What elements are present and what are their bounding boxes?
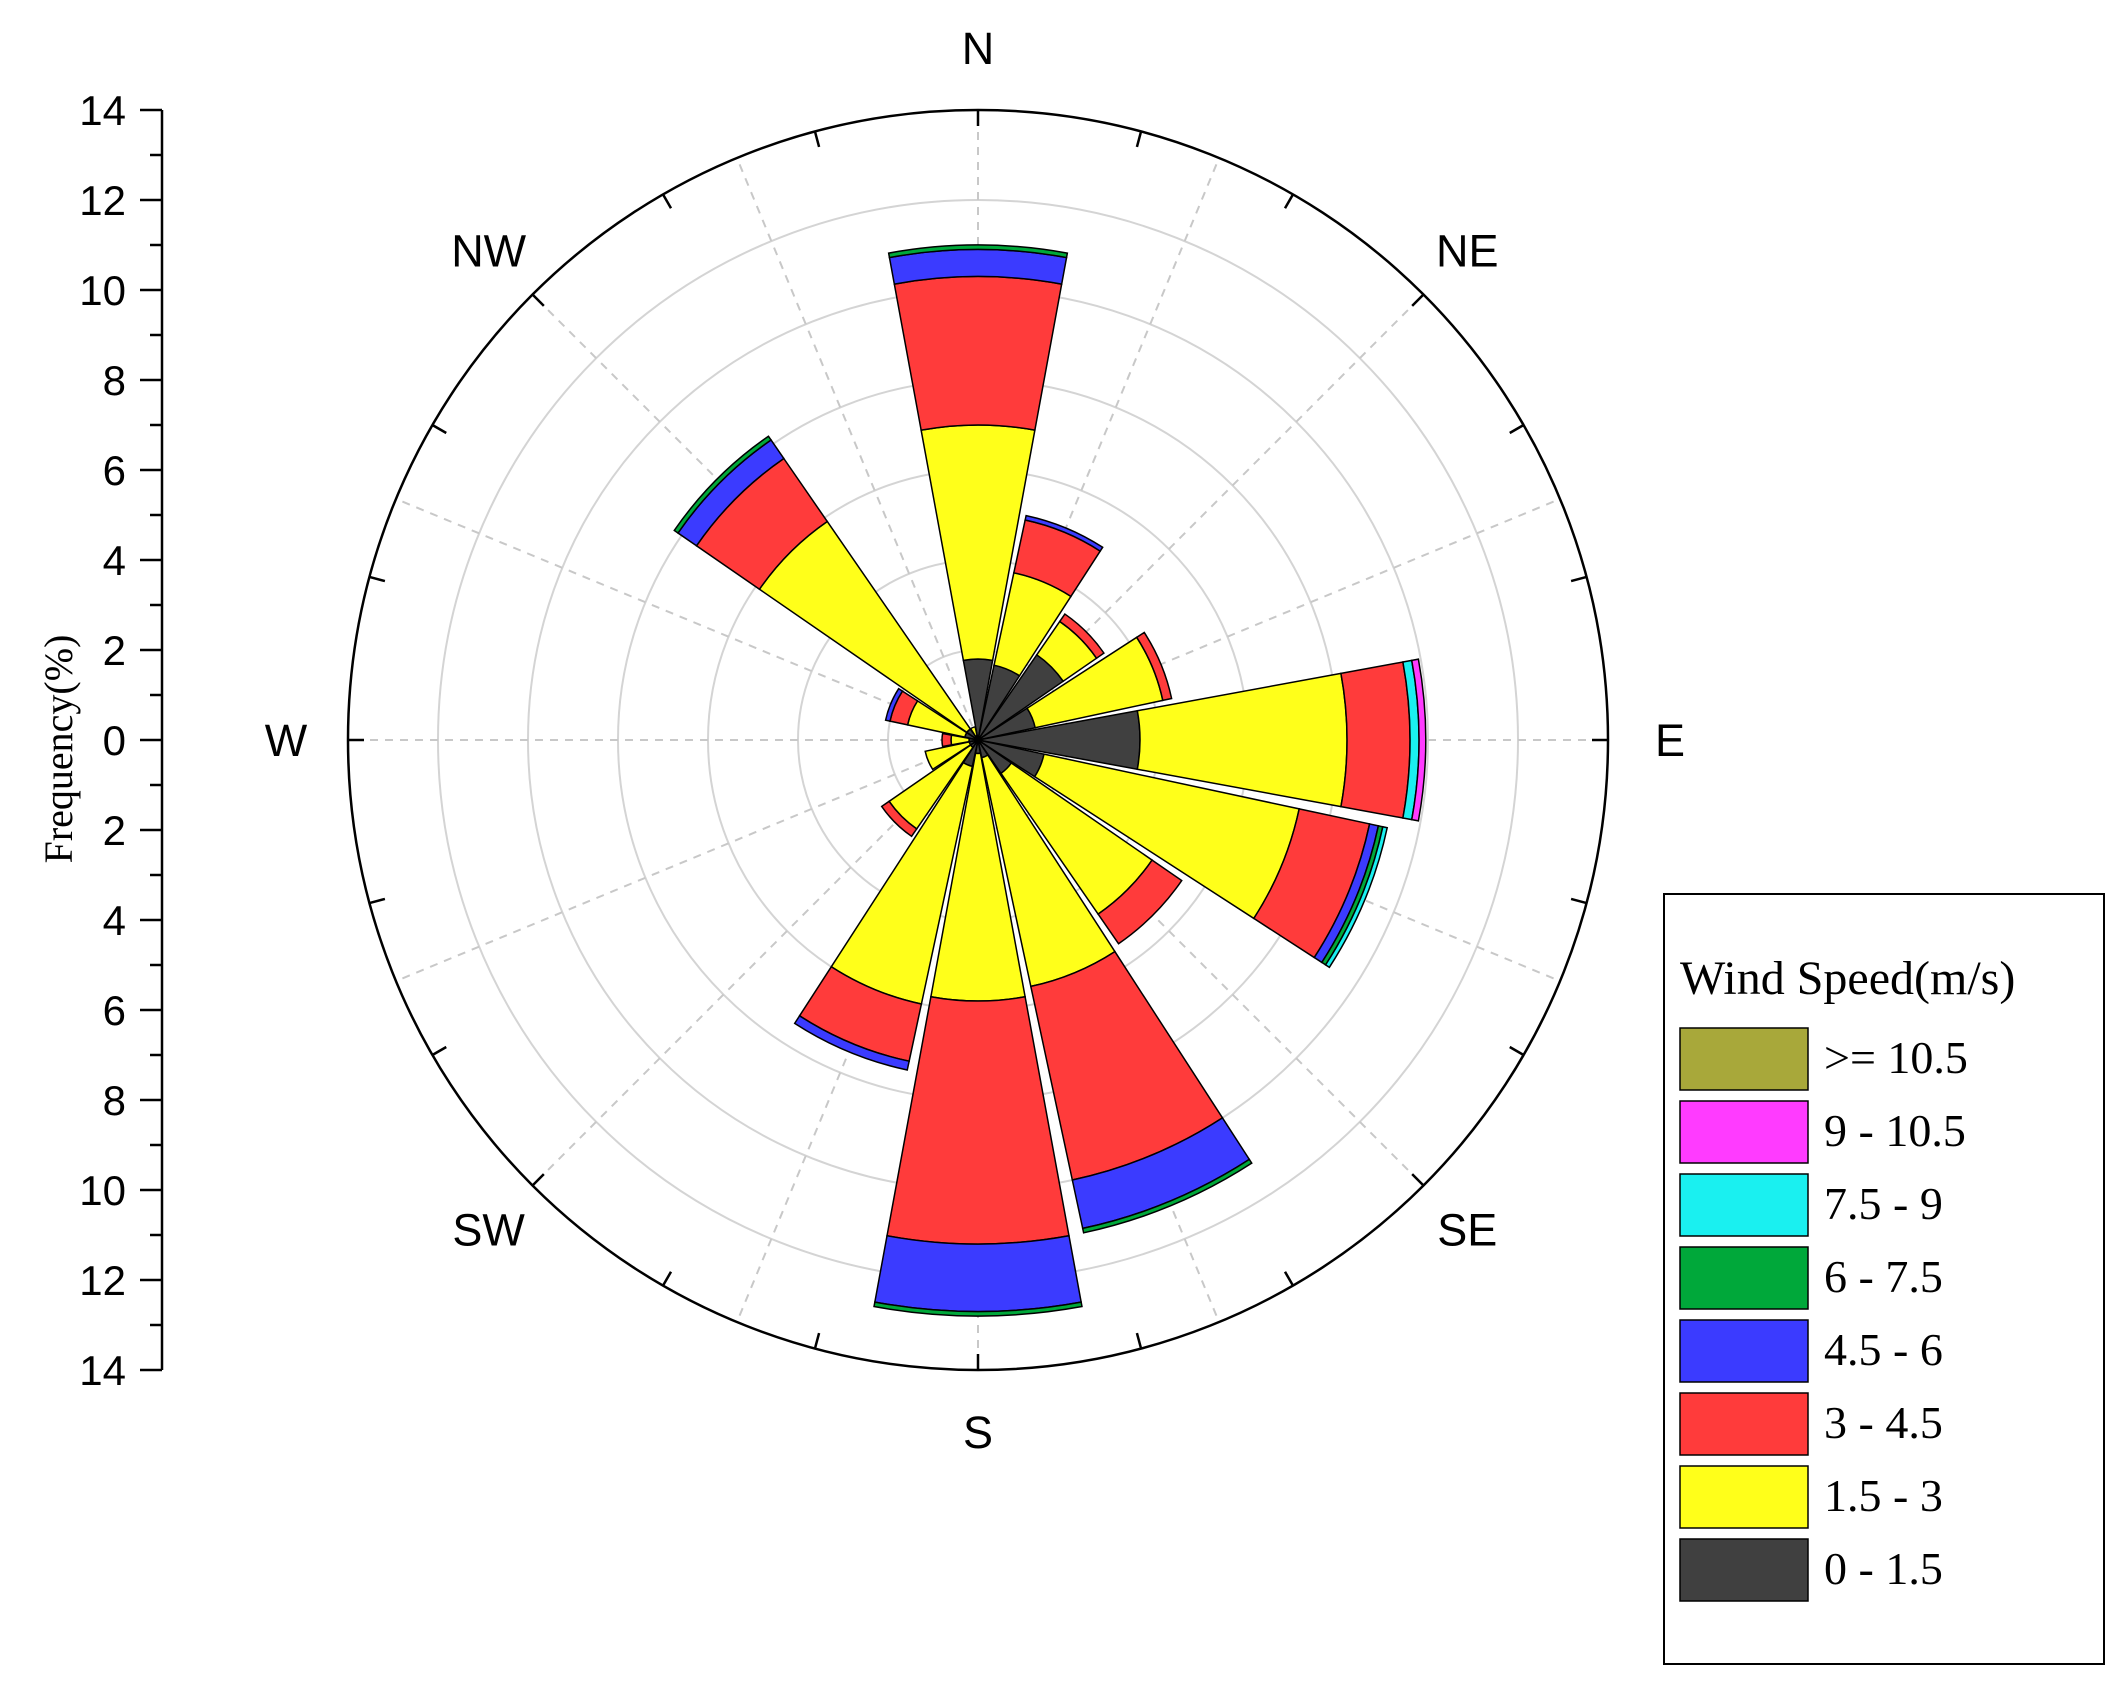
legend-swatch <box>1679 1027 1809 1091</box>
legend-swatch <box>1679 1319 1809 1383</box>
angular-tick <box>661 1271 673 1287</box>
direction-label-S: S <box>963 1407 993 1458</box>
petal-segment-SSW <box>793 1014 911 1071</box>
y-tick-label: 2 <box>103 807 126 854</box>
legend-entry: >= 10.5 <box>1824 1032 1968 1083</box>
legend-entry: 0 - 1.5 <box>1824 1543 1943 1594</box>
y-tick-label: 0 <box>103 717 126 764</box>
angular-tick <box>531 293 545 307</box>
petal-segment-NW <box>758 520 972 734</box>
angular-tick <box>1135 131 1143 148</box>
legend-entry: 6 - 7.5 <box>1824 1251 1943 1302</box>
petal-segment-NE <box>1058 613 1105 660</box>
y-tick-label: 4 <box>103 897 126 944</box>
legend-entry: 4.5 - 6 <box>1824 1324 1943 1375</box>
legend-entry: 9 - 10.5 <box>1824 1105 1966 1156</box>
angular-tick <box>1283 193 1295 209</box>
petal-segment-NW <box>673 435 773 535</box>
legend-swatch <box>1679 1392 1809 1456</box>
legend-swatch <box>1679 1173 1809 1237</box>
petal-segment-N <box>887 244 1069 259</box>
petal-segment-SSE <box>1081 1158 1253 1234</box>
angular-tick <box>1135 1332 1143 1349</box>
direction-label-SE: SE <box>1437 1204 1497 1255</box>
petal-segment-ESE <box>1324 825 1389 969</box>
petal-segment-S <box>873 1234 1083 1313</box>
direction-label-W: W <box>265 715 308 766</box>
angular-tick <box>813 131 821 148</box>
direction-labels: N NE E SE S SW W NW <box>265 23 1685 1458</box>
y-tick-label: 12 <box>79 177 126 224</box>
y-axis-title: Frequency(%) <box>36 635 81 864</box>
direction-label-E: E <box>1655 715 1685 766</box>
y-tick-label: 10 <box>79 1167 126 1214</box>
grid-spoke <box>395 497 979 741</box>
legend-swatch <box>1679 1100 1809 1164</box>
angular-tick <box>813 1332 821 1349</box>
y-tick-label: 8 <box>103 1077 126 1124</box>
angular-tick <box>431 423 447 435</box>
angular-tick <box>661 193 673 209</box>
legend-swatch <box>1679 1246 1809 1310</box>
legend: Wind Speed(m/s) >= 10.5 9 - 10.5 7.5 - 9 6 -… <box>1663 893 2105 1665</box>
y-tick-label: 6 <box>103 447 126 494</box>
angular-tick <box>531 1173 545 1187</box>
angular-tick <box>1283 1271 1295 1287</box>
legend-title: Wind Speed(m/s) <box>1680 952 2015 1005</box>
direction-label-N: N <box>962 23 995 74</box>
angular-tick <box>1411 1173 1425 1187</box>
legend-entry: 7.5 - 9 <box>1824 1178 1943 1229</box>
angular-tick <box>1570 575 1587 583</box>
direction-label-NE: NE <box>1436 226 1499 277</box>
y-tick-label: 2 <box>103 627 126 674</box>
grid-spoke <box>735 157 979 741</box>
angular-tick <box>1570 897 1587 905</box>
angular-tick <box>1509 1045 1525 1057</box>
legend-entry: 3 - 4.5 <box>1824 1397 1943 1448</box>
petal-segment-N <box>893 275 1063 432</box>
y-tick-label: 6 <box>103 987 126 1034</box>
legend-entry: 1.5 - 3 <box>1824 1470 1943 1521</box>
polar-frame <box>346 108 1610 1372</box>
angular-tick <box>369 575 386 583</box>
petal-segment-W <box>941 732 953 748</box>
y-tick-label: 10 <box>79 267 126 314</box>
angular-tick <box>369 897 386 905</box>
petal-segment-NNW <box>969 725 978 738</box>
y-tick-label: 4 <box>103 537 126 584</box>
petal-segment-E <box>1410 658 1427 822</box>
petal-segment-E <box>1340 661 1411 819</box>
angular-tick <box>431 1045 447 1057</box>
petal-segment-ENE <box>1135 631 1173 702</box>
wind-petals <box>673 244 1427 1317</box>
petal-segment-WNW <box>884 687 904 723</box>
direction-label-SW: SW <box>452 1204 525 1255</box>
petal-segment-NNE <box>1024 514 1104 553</box>
y-tick-label: 14 <box>79 87 126 134</box>
frequency-axis: 14 12 10 8 6 4 2 0 2 4 6 8 10 12 14 <box>79 87 164 1394</box>
y-tick-label: 8 <box>103 357 126 404</box>
y-tick-label: 12 <box>79 1257 126 1304</box>
petal-segment-WSW <box>924 740 972 771</box>
direction-label-NW: NW <box>451 226 526 277</box>
grid-spoke <box>395 739 979 983</box>
angular-tick <box>1509 423 1525 435</box>
y-tick-label: 14 <box>79 1347 126 1394</box>
angular-tick <box>1411 293 1425 307</box>
legend-swatch <box>1679 1465 1809 1529</box>
petal-segment-SW <box>880 800 918 838</box>
petal-segment-S <box>873 1301 1083 1317</box>
legend-swatch <box>1679 1538 1809 1602</box>
petal-segment-SE <box>1097 859 1183 945</box>
